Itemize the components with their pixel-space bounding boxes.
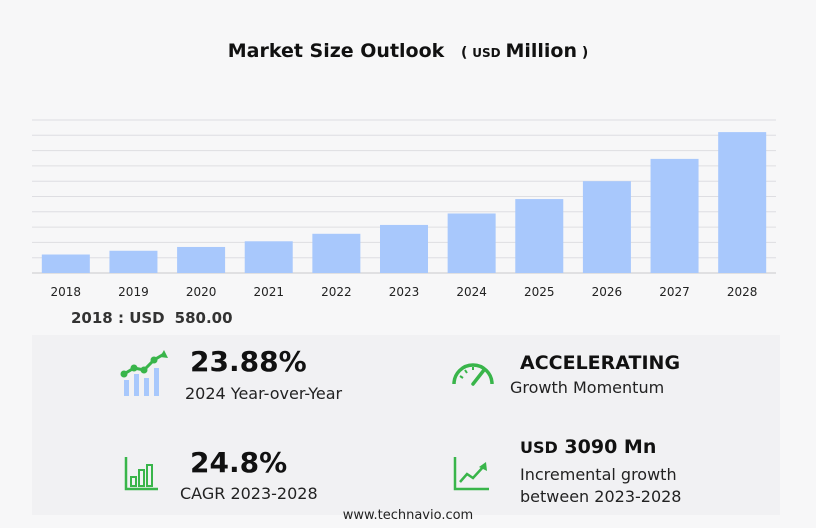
unit-prefix: USD bbox=[472, 46, 501, 60]
x-tick-2023: 2023 bbox=[389, 285, 420, 299]
bar-2020 bbox=[177, 246, 226, 273]
bar-2026 bbox=[582, 181, 631, 273]
bar-2025 bbox=[515, 199, 564, 273]
bar-2023 bbox=[380, 224, 428, 273]
bar-chart-icon bbox=[124, 457, 158, 491]
base-year-value: 2018 : USD 580.00 bbox=[71, 309, 233, 327]
base-year-amount: 580.00 bbox=[174, 309, 233, 327]
increment-prefix: USD bbox=[520, 438, 558, 457]
base-year-label: 2018 : USD bbox=[71, 309, 165, 327]
growth-chart-icon bbox=[120, 350, 168, 396]
bar-chart: 2018 2019 2020 2021 2022 2023 2024 2025 2026 2027… bbox=[32, 119, 776, 299]
yoy-label: 2024 Year-over-Year bbox=[185, 384, 343, 403]
x-tick-2027: 2027 bbox=[659, 285, 690, 299]
momentum-value: ACCELERATING bbox=[520, 352, 681, 374]
x-tick-2028: 2028 bbox=[727, 285, 758, 299]
x-tick-2020: 2020 bbox=[186, 285, 217, 299]
speedometer-icon bbox=[452, 363, 494, 386]
bar-2021 bbox=[244, 241, 293, 273]
bar-2024 bbox=[447, 213, 496, 273]
increment-label-line2: between 2023-2028 bbox=[520, 487, 682, 506]
x-tick-2024: 2024 bbox=[456, 285, 487, 299]
x-tick-2022: 2022 bbox=[321, 285, 352, 299]
yoy-value: 23.88% bbox=[190, 345, 307, 378]
unit-label: ( USD Million ) bbox=[460, 40, 589, 62]
x-tick-2025: 2025 bbox=[524, 285, 555, 299]
bar-2019 bbox=[109, 250, 158, 273]
bar-2027 bbox=[650, 158, 699, 273]
footer-url: www.technavio.com bbox=[342, 508, 474, 523]
bars bbox=[41, 132, 767, 273]
x-tick-2026: 2026 bbox=[592, 285, 623, 299]
chart-title-text: Market Size Outlook bbox=[227, 40, 445, 62]
bar-2018 bbox=[41, 254, 90, 273]
cagr-value: 24.8% bbox=[190, 446, 288, 479]
increment-label-line1: Incremental growth bbox=[520, 465, 677, 484]
momentum-label: Growth Momentum bbox=[510, 378, 665, 397]
x-tick-2019: 2019 bbox=[118, 285, 149, 299]
increment-value: USD 3090 Mn bbox=[520, 436, 656, 458]
x-tick-2018: 2018 bbox=[51, 285, 82, 299]
trend-up-icon bbox=[453, 457, 489, 491]
unit-suffix: Million bbox=[505, 40, 577, 62]
x-tick-2021: 2021 bbox=[253, 285, 284, 299]
cagr-label: CAGR 2023-2028 bbox=[180, 484, 318, 503]
chart-title: Market Size Outlook ( USD Million ) bbox=[0, 40, 816, 62]
increment-amount: 3090 Mn bbox=[564, 436, 657, 458]
bar-2022 bbox=[312, 233, 361, 273]
x-tick-labels: 2018 2019 2020 2021 2022 2023 2024 2025 2026 2027… bbox=[51, 285, 758, 299]
bar-2028 bbox=[718, 132, 767, 273]
stats-panel bbox=[32, 335, 780, 515]
